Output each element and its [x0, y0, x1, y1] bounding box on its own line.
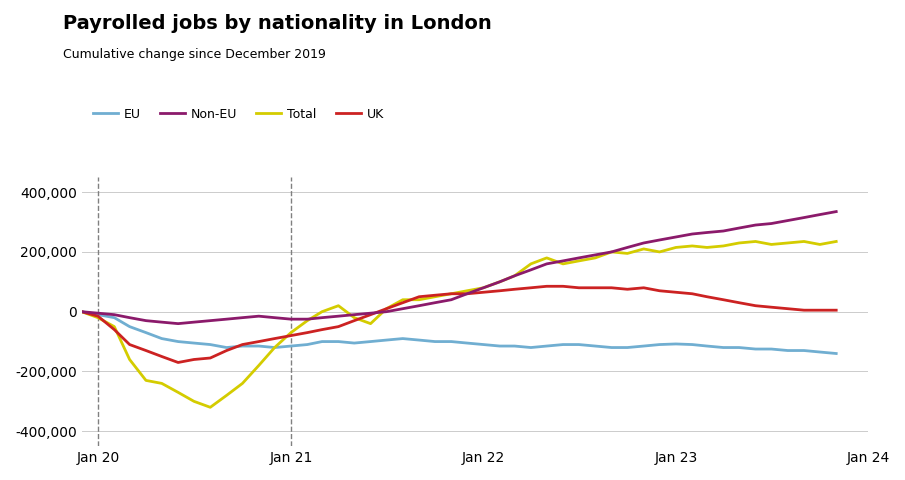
- Text: Cumulative change since December 2019: Cumulative change since December 2019: [63, 48, 326, 61]
- Text: Payrolled jobs by nationality in London: Payrolled jobs by nationality in London: [63, 14, 492, 34]
- Legend: EU, Non-EU, Total, UK: EU, Non-EU, Total, UK: [88, 103, 389, 126]
